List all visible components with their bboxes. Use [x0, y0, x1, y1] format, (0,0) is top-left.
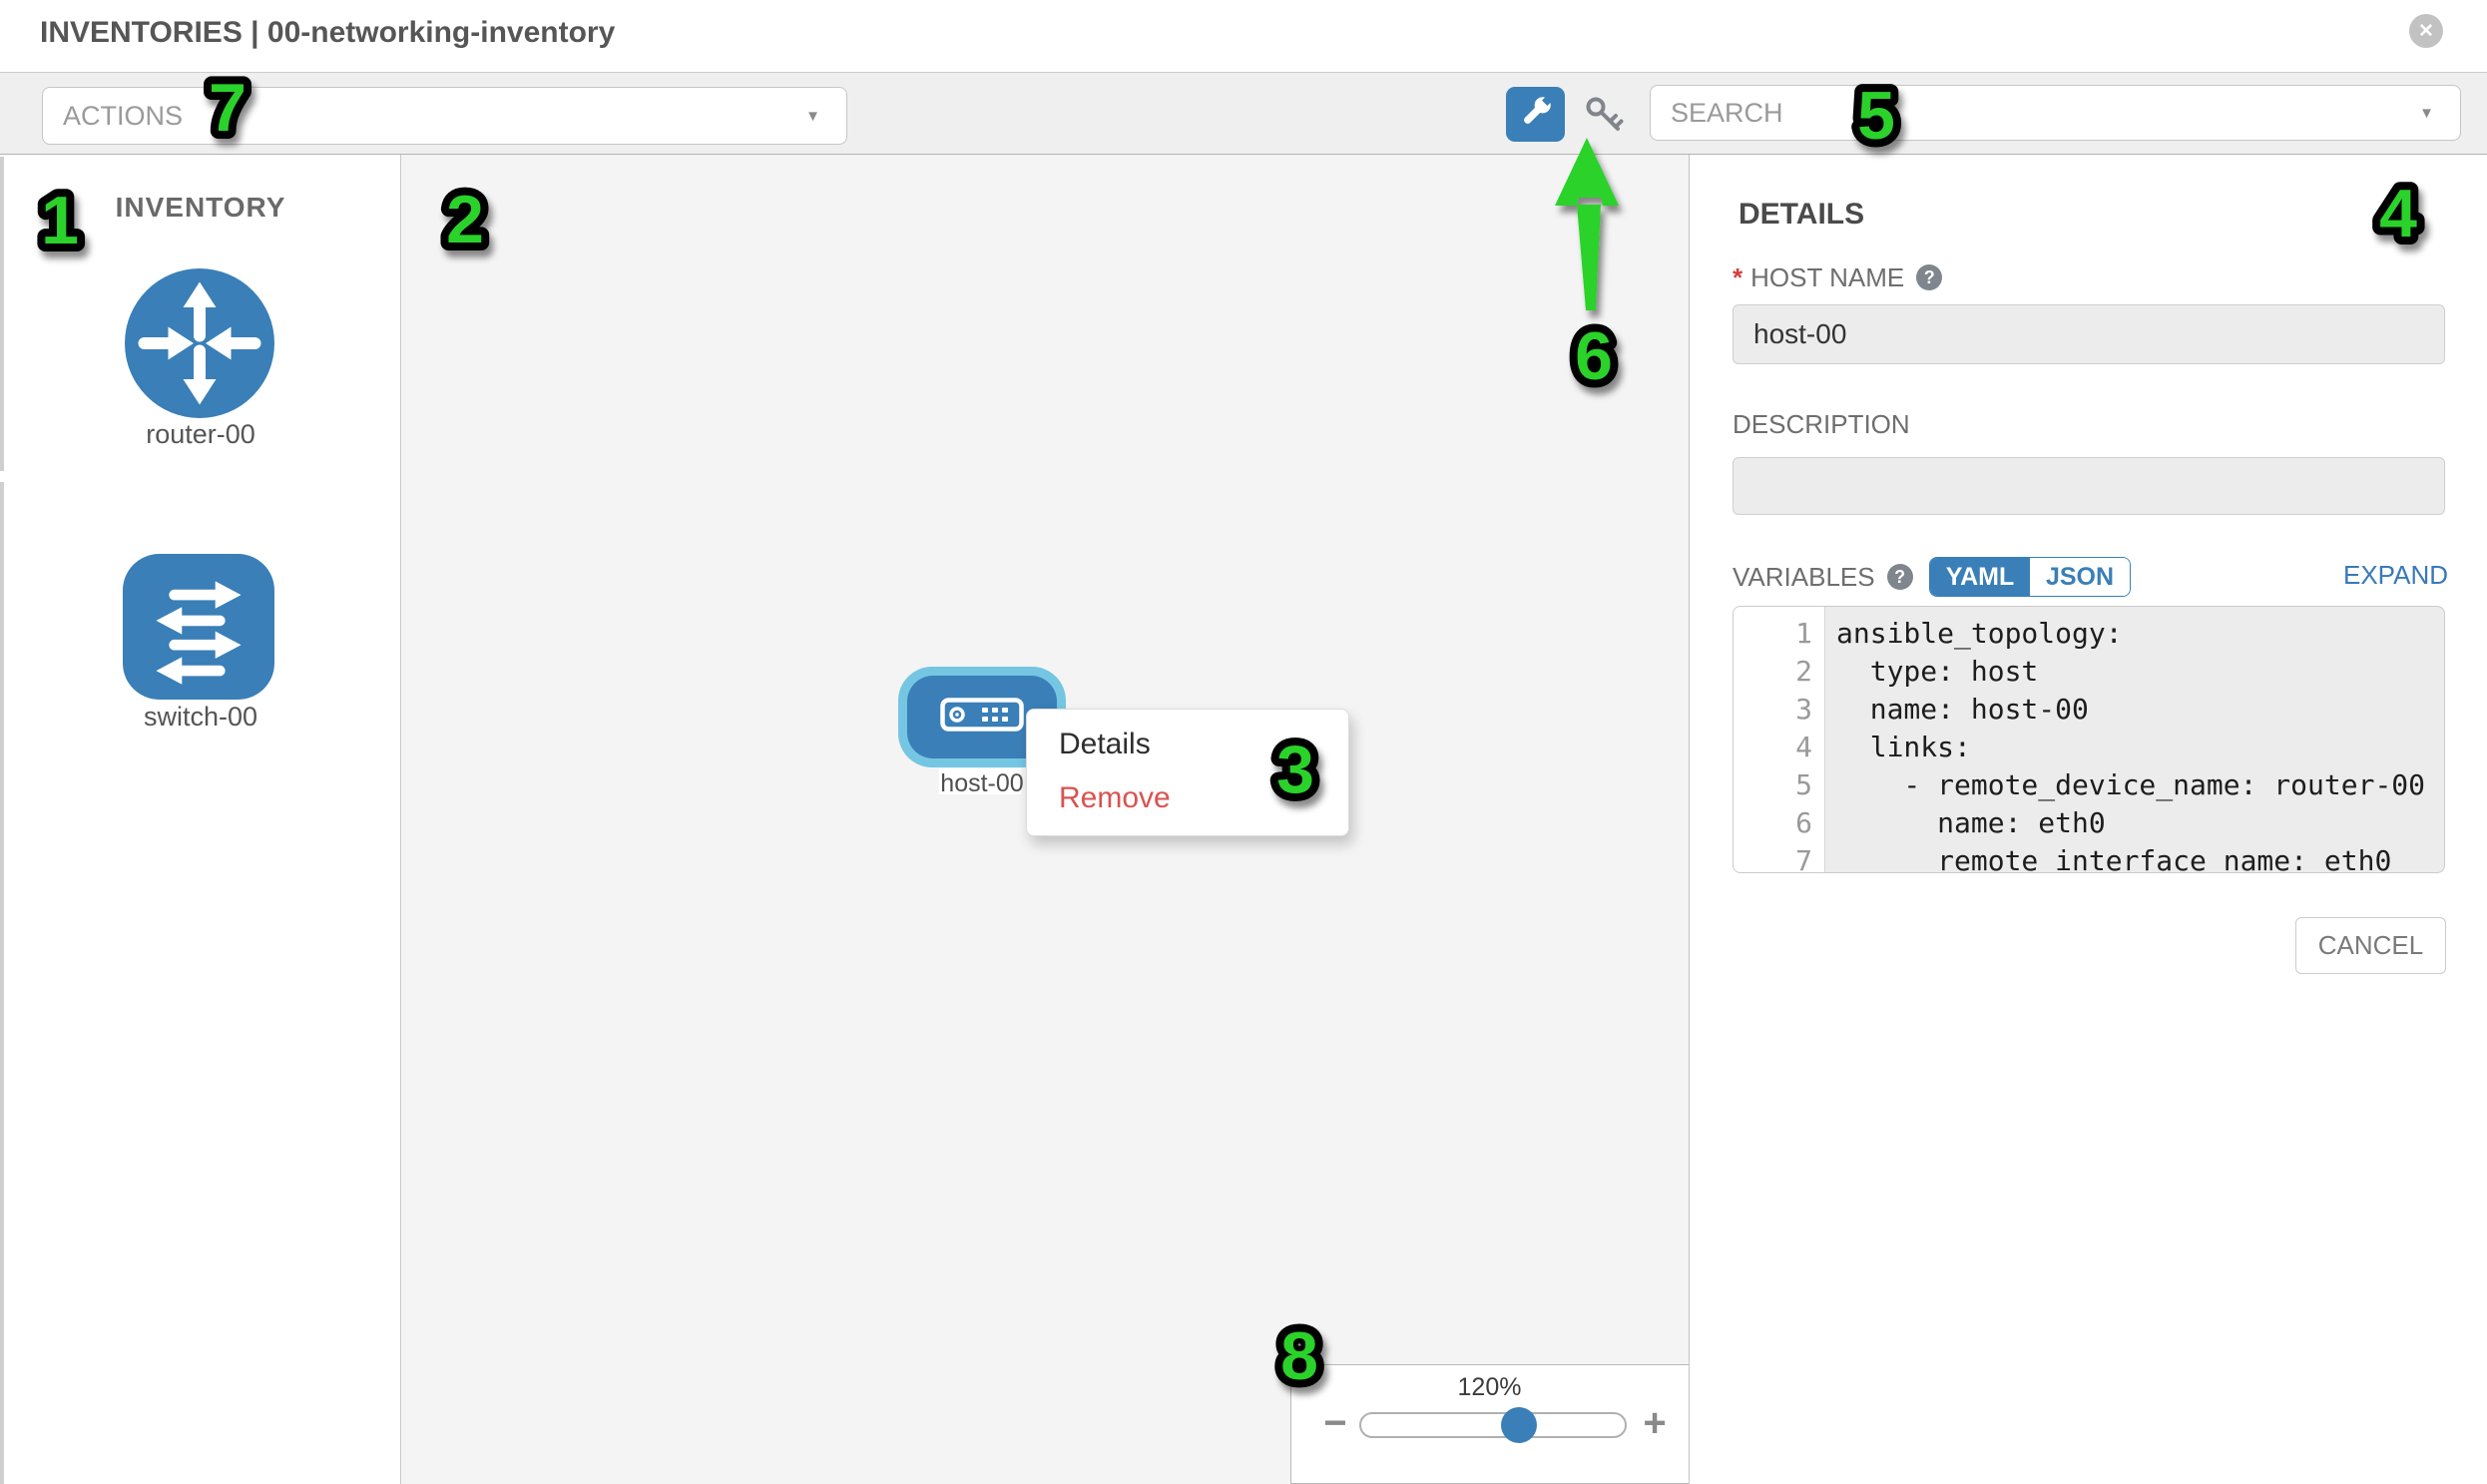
plus-icon: +: [1643, 1400, 1667, 1445]
left-scrollbar[interactable]: [0, 482, 4, 1484]
required-asterisk: *: [1733, 261, 1743, 292]
zoom-out-button[interactable]: −: [1315, 1401, 1355, 1445]
chevron-down-icon: ▼: [805, 107, 820, 125]
context-menu-item-details[interactable]: Details: [1059, 728, 1151, 760]
help-icon[interactable]: ?: [1886, 564, 1913, 590]
palette-item-router-label: router-00: [146, 419, 255, 449]
minus-icon: −: [1323, 1400, 1347, 1445]
variables-label-row: VARIABLES ?: [1733, 561, 1913, 593]
code-line: 5 - remote_device_name: router-00: [1795, 768, 2426, 801]
key-credentials-button[interactable]: [1583, 96, 1627, 136]
context-menu-item-remove[interactable]: Remove: [1059, 781, 1171, 814]
switch-icon: [123, 554, 274, 704]
search-placeholder: SEARCH: [1671, 97, 1783, 128]
zoom-slider-handle[interactable]: [1501, 1407, 1537, 1443]
code-line: 4 links:: [1795, 731, 1971, 763]
code-line: 7 remote_interface_name: eth0: [1795, 844, 2392, 873]
tab-yaml[interactable]: YAML: [1930, 558, 2030, 596]
search-dropdown[interactable]: SEARCH ▼: [1650, 85, 2461, 141]
host-name-label: HOST NAME: [1750, 261, 1905, 292]
palette-item-switch[interactable]: [123, 554, 274, 700]
editor-gutter: [1734, 607, 1825, 872]
variables-format-toggle: YAML JSON: [1929, 557, 2131, 597]
code-line: 3 name: host-00: [1795, 693, 2089, 726]
palette-item-switch-label: switch-00: [143, 702, 258, 732]
title-bar: INVENTORIES | 00-networking-inventory ✕: [0, 0, 2487, 72]
description-label-row: DESCRIPTION: [1733, 408, 1910, 440]
host-name-input[interactable]: [1733, 304, 2445, 364]
code-line: 2 type: host: [1795, 655, 2039, 688]
tools-mode-button[interactable]: [1506, 87, 1565, 142]
key-icon: [1584, 95, 1626, 138]
context-menu: Details Remove: [1026, 709, 1349, 836]
actions-placeholder: ACTIONS: [63, 100, 184, 131]
zoom-slider-track[interactable]: [1359, 1412, 1627, 1438]
palette-heading: INVENTORY: [115, 192, 286, 223]
description-input[interactable]: [1733, 457, 2445, 515]
tab-json[interactable]: JSON: [2030, 558, 2130, 596]
close-button[interactable]: ✕: [2409, 14, 2443, 48]
variables-code-editor[interactable]: 1 ansible_topology: 2 type: host 3 name: …: [1733, 606, 2445, 873]
zoom-in-button[interactable]: +: [1635, 1401, 1675, 1445]
host-name-label-row: * HOST NAME ?: [1733, 261, 1943, 293]
host-node-label-chip: [939, 768, 1021, 794]
palette-item-router[interactable]: [125, 268, 274, 418]
details-heading: DETAILS: [1739, 198, 1865, 231]
actions-dropdown[interactable]: ACTIONS ▼: [42, 87, 847, 145]
page-title: INVENTORIES | 00-networking-inventory: [40, 16, 616, 49]
left-scrollbar[interactable]: [0, 157, 4, 471]
router-icon: [125, 268, 274, 422]
wrench-icon: [1517, 93, 1555, 136]
chevron-down-icon: ▼: [2419, 104, 2434, 122]
close-icon: ✕: [2418, 20, 2434, 42]
host-node-label: host-00: [940, 769, 1024, 797]
code-line: 6 name: eth0: [1795, 806, 2106, 839]
code-line: 1 ansible_topology:: [1795, 617, 2123, 650]
zoom-level-value: 120%: [1457, 1373, 1522, 1401]
description-label: DESCRIPTION: [1733, 408, 1910, 439]
host-icon: [940, 698, 1024, 737]
help-icon[interactable]: ?: [1916, 264, 1943, 290]
variables-label: VARIABLES: [1733, 561, 1875, 592]
cancel-button[interactable]: CANCEL: [2295, 917, 2446, 974]
expand-link[interactable]: EXPAND: [2343, 560, 2448, 590]
